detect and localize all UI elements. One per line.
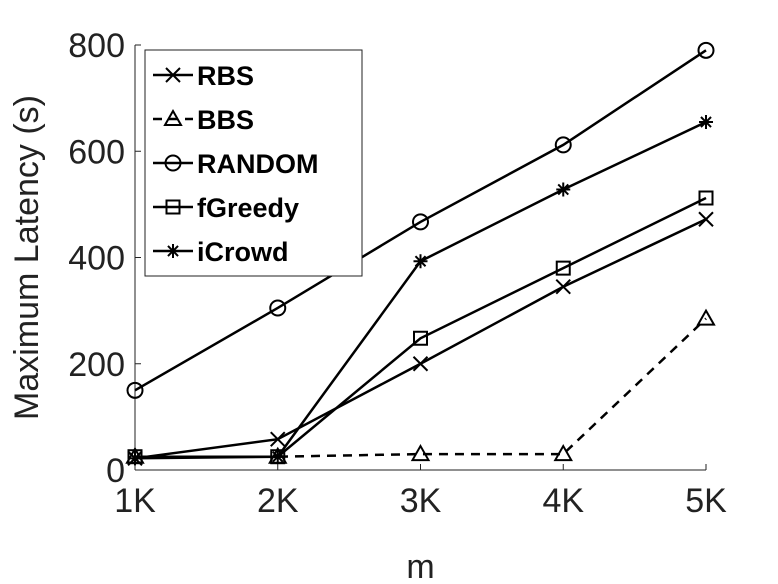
legend-entry-rbs: RBS xyxy=(153,61,254,91)
legend-entry-icrowd: iCrowd xyxy=(153,237,289,267)
x-tick-label: 4K xyxy=(542,482,584,520)
marker-circle xyxy=(269,299,287,317)
x-tick-label: 3K xyxy=(400,482,442,520)
marker-square xyxy=(698,190,714,206)
legend: RBS BBS RANDOM fGreedy iCrowd xyxy=(144,49,363,277)
legend-entry-random: RANDOM xyxy=(153,149,319,179)
marker-square xyxy=(165,199,181,215)
series-layer xyxy=(125,41,716,467)
series-random xyxy=(126,41,715,399)
marker-circle xyxy=(412,213,429,231)
legend-label-bbs: BBS xyxy=(197,105,254,135)
legend-label-random: RANDOM xyxy=(197,149,319,179)
marker-asterisk xyxy=(128,451,142,466)
marker-triangle xyxy=(553,444,573,462)
y-tick-label: 0 xyxy=(106,452,125,490)
x-tick-label: 2K xyxy=(257,482,299,520)
x-tick-label: 1K xyxy=(114,482,156,520)
y-tick-label: 200 xyxy=(68,346,125,384)
series-icrowd xyxy=(128,115,713,466)
series-rbs xyxy=(127,211,714,467)
marker-circle xyxy=(126,381,144,399)
marker-asterisk xyxy=(270,449,285,464)
marker-square xyxy=(555,260,571,276)
marker-circle xyxy=(554,136,572,154)
x-axis-title: m xyxy=(406,548,434,584)
marker-asterisk xyxy=(556,182,571,197)
series-bbs xyxy=(125,308,716,464)
legend-label-fgreedy: fGreedy xyxy=(197,193,299,223)
x-tick-label: 5K xyxy=(685,482,727,520)
y-tick-label: 400 xyxy=(68,240,125,278)
y-tick-label: 800 xyxy=(68,27,125,65)
y-tick-label: 600 xyxy=(68,133,125,171)
marker-triangle xyxy=(163,108,183,126)
marker-square xyxy=(413,330,428,346)
marker-circle xyxy=(697,41,715,59)
marker-circle xyxy=(164,154,182,172)
marker-asterisk xyxy=(699,115,713,130)
legend-entry-bbs: BBS xyxy=(153,105,254,135)
legend-box xyxy=(144,49,363,277)
marker-x xyxy=(270,431,286,447)
marker-x xyxy=(412,356,429,372)
marker-asterisk xyxy=(166,244,180,258)
marker-x xyxy=(555,279,571,295)
marker-asterisk xyxy=(413,254,428,269)
legend-entry-fgreedy: fGreedy xyxy=(153,193,299,223)
marker-x xyxy=(165,67,181,83)
marker-x xyxy=(698,211,714,227)
marker-triangle xyxy=(410,444,431,462)
series-line-random xyxy=(134,49,707,392)
legend-label-rbs: RBS xyxy=(197,61,254,91)
axes: 0 200 400 600 800 1K 2K 3K 4K 5K xyxy=(68,27,727,520)
marker-triangle xyxy=(696,308,716,326)
legend-label-icrowd: iCrowd xyxy=(197,237,289,267)
y-axis-title: Maximum Latency (s) xyxy=(8,95,46,420)
